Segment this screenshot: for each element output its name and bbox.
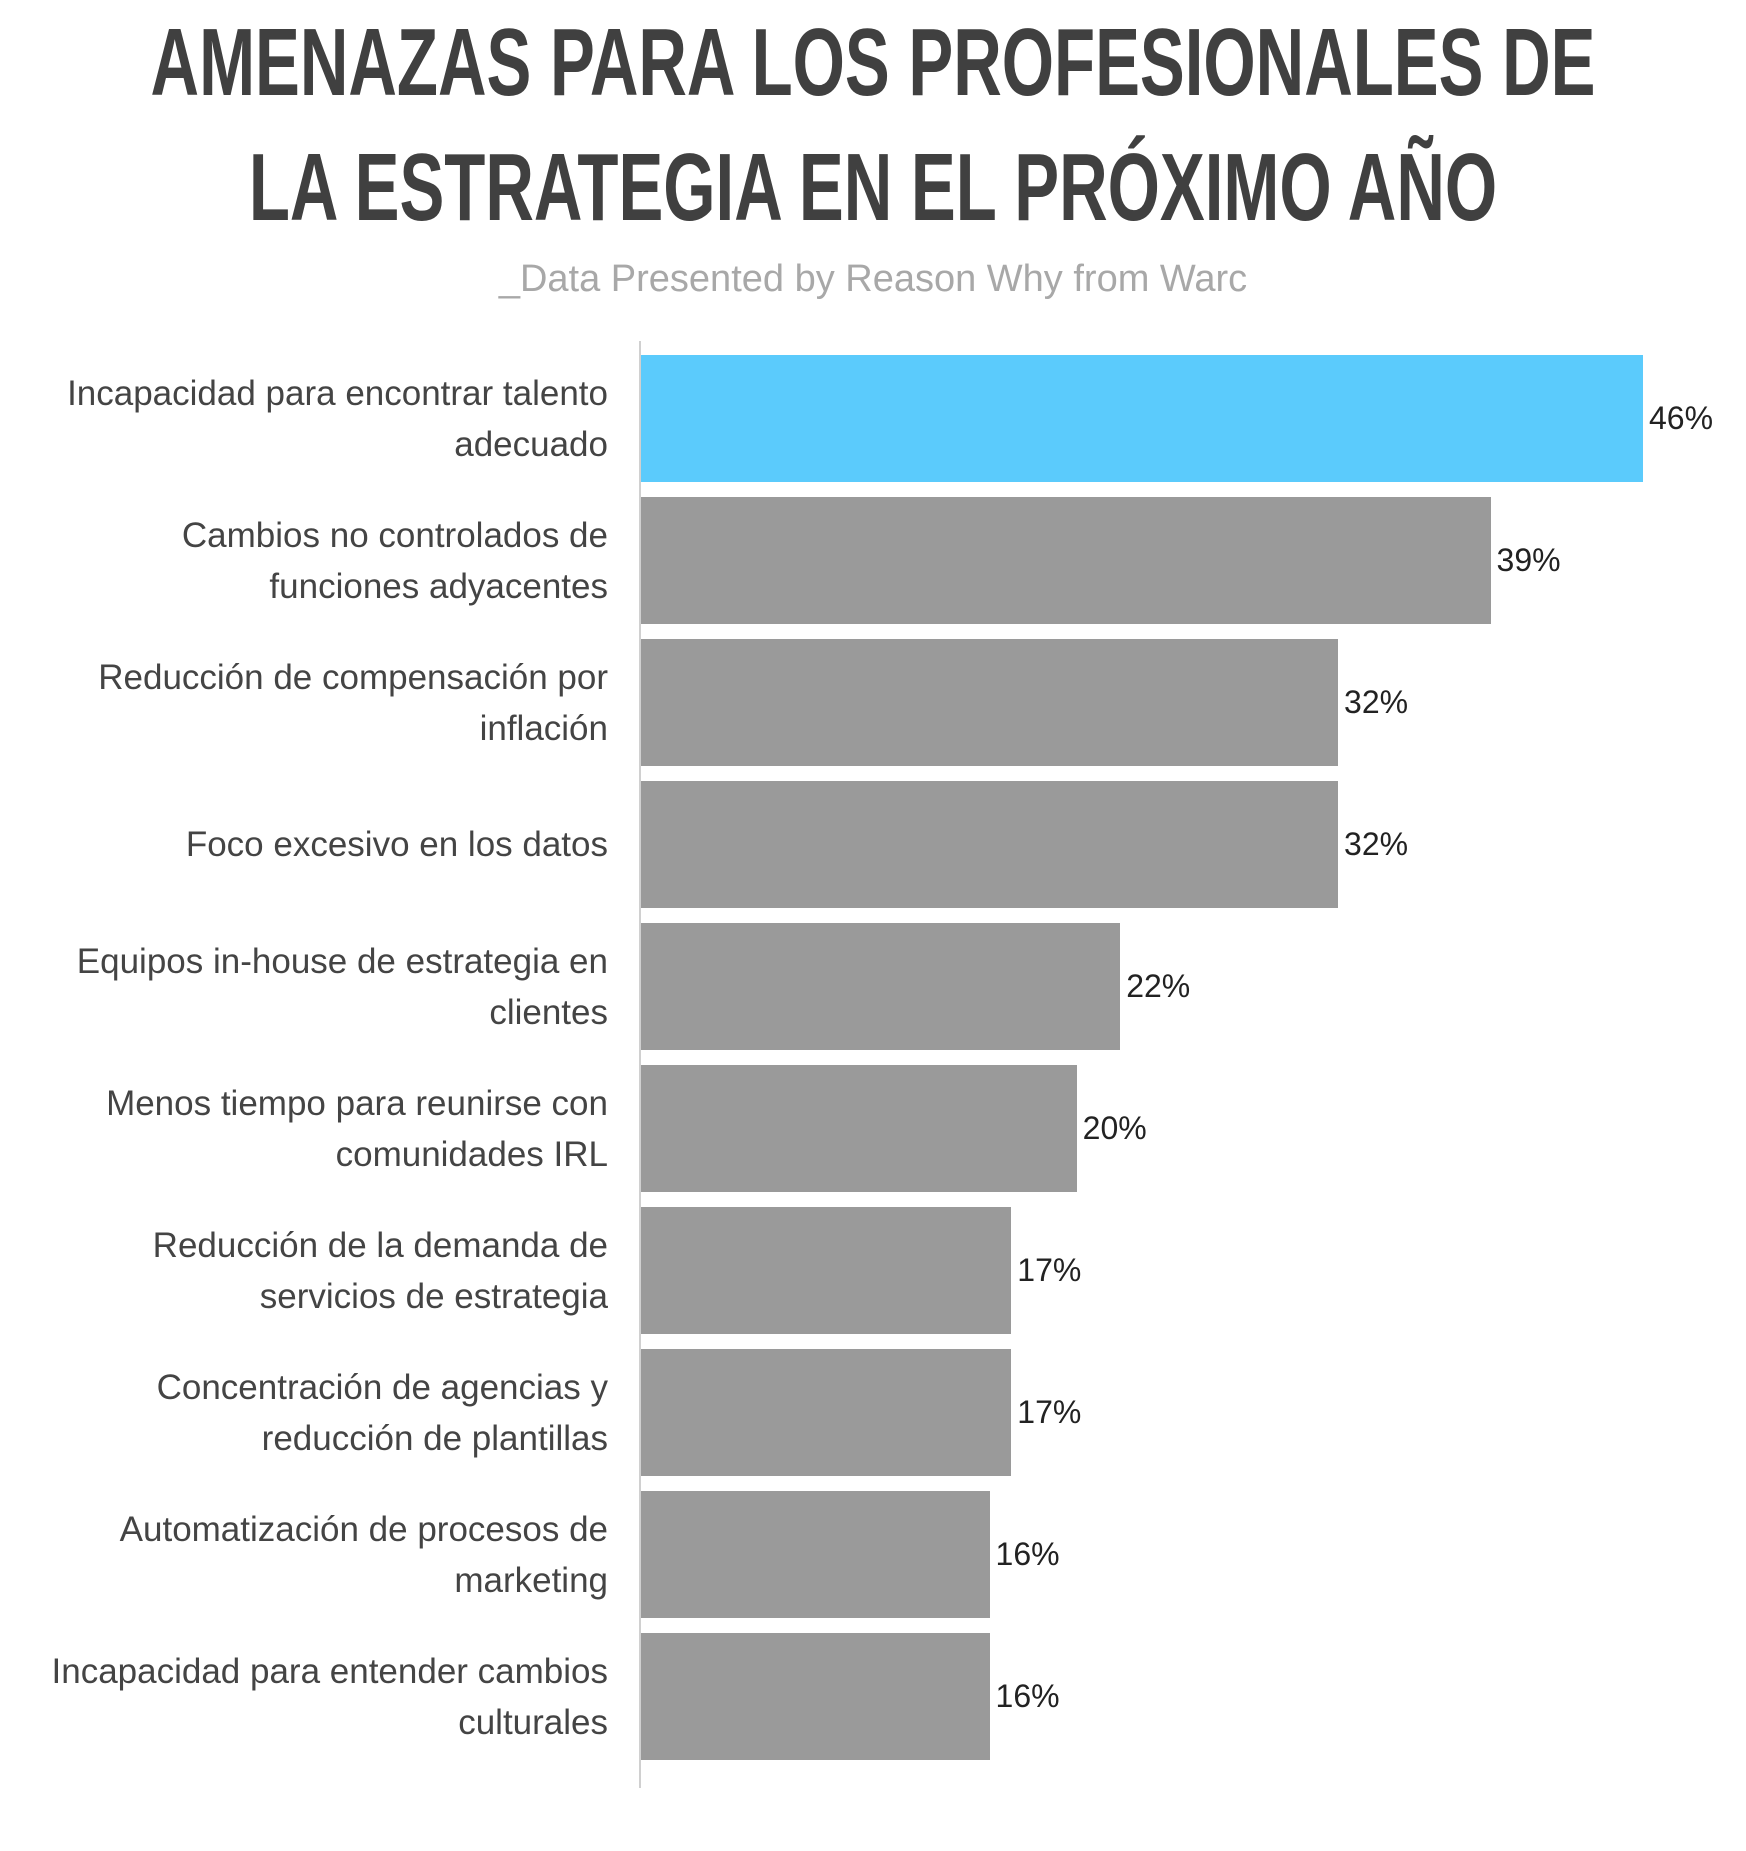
- bar: [641, 497, 1491, 624]
- bar: [641, 1491, 990, 1618]
- bar: [641, 1065, 1077, 1192]
- value-label: 20%: [1082, 1110, 1147, 1146]
- bar: [641, 639, 1339, 766]
- bar: [641, 781, 1339, 908]
- bar: [641, 1349, 1012, 1476]
- axis-line: [639, 341, 641, 1788]
- value-label: 39%: [1496, 542, 1561, 578]
- category-label: Cambios no controlados de funciones adya…: [181, 515, 608, 606]
- bar: [641, 1633, 990, 1760]
- value-label: 16%: [995, 1678, 1060, 1714]
- value-label: 17%: [1017, 1394, 1082, 1430]
- category-label: Incapacidad para entender cambios cultur…: [51, 1651, 608, 1742]
- value-label: 22%: [1126, 968, 1191, 1004]
- category-label: Reducción de la demanda de servicios de …: [152, 1225, 608, 1316]
- bar: [641, 923, 1121, 1050]
- category-label: Reducción de compensación por inflación: [98, 657, 608, 748]
- chart-title: AMENAZAS PARA LOS PROFESIONALES DE LA ES…: [150, 9, 1596, 241]
- category-label: Menos tiempo para reunirse con comunidad…: [106, 1083, 608, 1174]
- value-label: 17%: [1017, 1252, 1082, 1288]
- value-label: 46%: [1649, 400, 1714, 436]
- value-label: 16%: [995, 1536, 1060, 1572]
- category-label: Automatización de procesos de marketing: [119, 1509, 608, 1600]
- category-label: Concentración de agencias y reducción de…: [156, 1367, 608, 1458]
- bar: [641, 355, 1643, 482]
- category-label: Foco excesivo en los datos: [185, 825, 608, 864]
- bar: [641, 1207, 1012, 1334]
- category-label: Incapacidad para encontrar talento adecu…: [67, 373, 608, 464]
- chart-subtitle: _Data Presented by Reason Why from Warc: [498, 258, 1248, 300]
- value-label: 32%: [1344, 684, 1409, 720]
- value-label: 32%: [1344, 826, 1409, 862]
- category-label: Equipos in-house de estrategia en client…: [76, 941, 608, 1032]
